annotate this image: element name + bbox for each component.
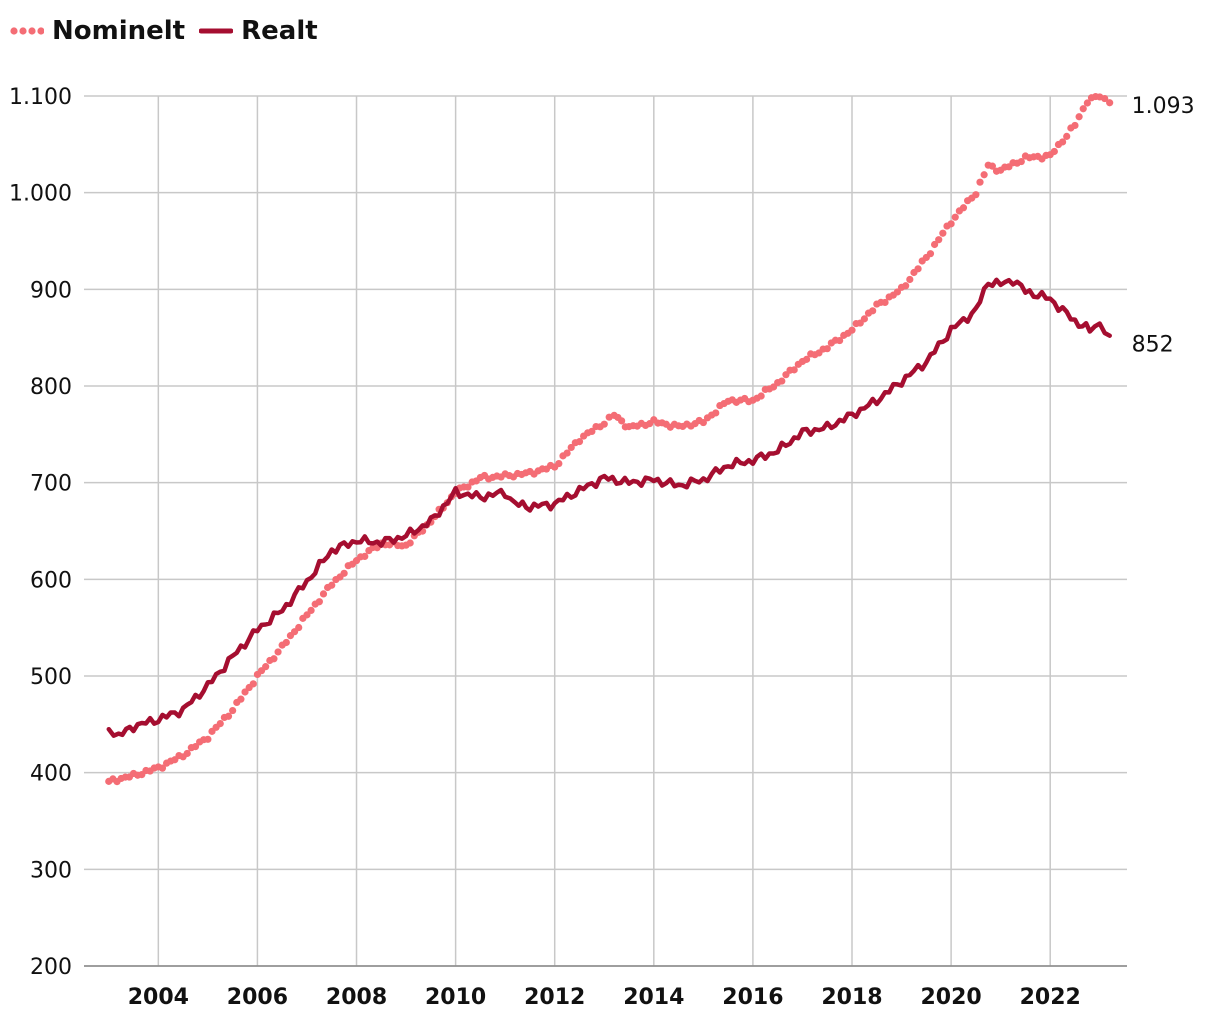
nominelt-point	[1063, 132, 1071, 140]
legend-swatch-realt	[199, 28, 234, 34]
x-tick-label: 2004	[128, 985, 189, 1010]
nominelt-point	[836, 336, 844, 345]
y-tick-label: 300	[30, 858, 72, 883]
x-tick-label: 2008	[326, 985, 387, 1010]
x-tick-label: 2014	[623, 985, 684, 1010]
nominelt-point	[914, 265, 922, 273]
nominelt-point	[980, 171, 988, 179]
nominelt-end-label: 1.093	[1132, 94, 1195, 119]
nominelt-point	[224, 712, 233, 720]
nominelt-point	[158, 764, 167, 772]
legend-item-realt[interactable]: Realt	[199, 16, 318, 46]
nominelt-point	[935, 236, 943, 244]
legend-label-nominelt: Nominelt	[52, 16, 186, 46]
nominelt-point	[869, 307, 877, 315]
nominelt-point	[712, 409, 720, 417]
nominelt-point	[191, 743, 200, 751]
nominelt-point	[1050, 147, 1058, 156]
nominelt-point	[216, 719, 224, 728]
nominelt-point	[567, 443, 575, 452]
nominelt-point	[848, 326, 856, 334]
nominelt-point	[307, 606, 315, 615]
y-tick-label: 700	[30, 472, 72, 497]
nominelt-point	[860, 315, 868, 323]
nominelt-point	[361, 552, 369, 560]
nominelt-point	[319, 590, 328, 598]
nominelt-point	[976, 178, 984, 186]
nominelt-point	[249, 680, 257, 688]
nominelt-point	[1079, 105, 1087, 113]
x-tick-label: 2006	[227, 985, 288, 1010]
nominelt-point	[790, 366, 798, 374]
nominelt-point	[951, 213, 959, 221]
nominelt-point	[563, 449, 571, 457]
y-tick-label: 1.100	[9, 85, 72, 110]
nominelt-point	[802, 355, 811, 363]
nominelt-point	[328, 581, 336, 589]
nominelt-point	[555, 459, 563, 468]
nominelt-point	[282, 638, 290, 647]
legend-label-realt: Realt	[241, 16, 318, 46]
nominelt-point	[406, 539, 414, 547]
nominelt-point	[1075, 113, 1083, 121]
nominelt-point	[1106, 99, 1114, 107]
x-tick-label: 2020	[920, 985, 981, 1010]
nominelt-point	[906, 275, 914, 284]
nominelt-point	[959, 204, 968, 212]
nominelt-point	[778, 377, 786, 385]
nominelt-point	[972, 191, 980, 199]
y-tick-label: 1.000	[9, 182, 72, 207]
nominelt-point	[262, 663, 270, 671]
y-tick-label: 400	[30, 762, 72, 787]
nominelt-point	[274, 648, 282, 656]
nominelt-point	[575, 438, 584, 446]
nominelt-point	[893, 288, 902, 296]
nominelt-point	[270, 655, 278, 663]
legend-swatch-nominelt	[10, 27, 44, 35]
y-tick-label: 500	[30, 665, 72, 690]
nominelt-point	[295, 623, 303, 632]
y-tick-label: 200	[30, 955, 72, 980]
nominelt-point	[1058, 138, 1067, 146]
nominelt-point	[1017, 157, 1025, 166]
x-tick-label: 2012	[524, 985, 585, 1010]
nominelt-point	[183, 749, 191, 758]
nominelt-point	[618, 417, 626, 425]
nominelt-point	[823, 345, 831, 353]
x-tick-label: 2022	[1020, 985, 1081, 1010]
legend: Nominelt Realt	[10, 16, 332, 46]
x-tick-label: 2018	[821, 985, 882, 1010]
nominelt-point	[926, 250, 935, 258]
nominelt-point	[1071, 121, 1079, 130]
nominelt-point	[600, 420, 608, 428]
nominelt-point	[757, 392, 765, 400]
nominelt-point	[699, 418, 707, 427]
y-tick-label: 600	[30, 568, 72, 593]
nominelt-point	[340, 569, 348, 577]
nominelt-point	[464, 483, 472, 491]
x-tick-label: 2016	[722, 985, 783, 1010]
y-tick-label: 900	[30, 278, 72, 303]
nominelt-point	[588, 427, 596, 436]
nominelt-point	[930, 240, 939, 249]
nominelt-point	[902, 282, 910, 290]
nominelt-point	[881, 298, 889, 307]
nominelt-point	[315, 598, 323, 606]
nominelt-point	[939, 229, 947, 237]
realt-end-label: 852	[1132, 333, 1174, 358]
y-tick-label: 800	[30, 375, 72, 400]
realt-line	[106, 277, 1112, 738]
nominelt-point	[1083, 99, 1091, 107]
nominelt-point	[229, 706, 237, 715]
nominelt-point	[204, 735, 212, 743]
nominelt-point	[947, 220, 955, 228]
legend-item-nominelt[interactable]: Nominelt	[10, 16, 185, 46]
x-tick-label: 2010	[425, 985, 486, 1010]
nominelt-point	[988, 162, 996, 170]
nominelt-point	[1101, 94, 1109, 103]
nominelt-point	[237, 695, 245, 703]
